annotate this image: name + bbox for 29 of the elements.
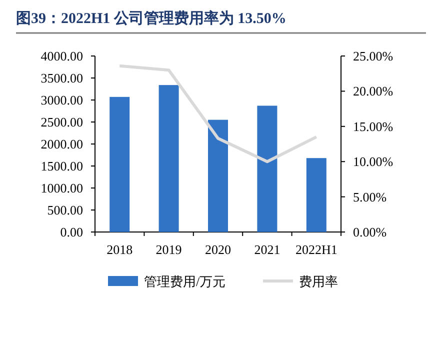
legend-label: 费用率	[299, 274, 338, 289]
y-tick-label: 1500.00	[40, 158, 83, 174]
y-tick-label: 3500.00	[40, 70, 83, 86]
x-tick-label: 2018	[106, 242, 133, 257]
line-series	[118, 64, 318, 164]
x-tick-label: 2021	[254, 242, 280, 257]
x-tick-label: 2022H1	[295, 242, 338, 257]
y2-tick-label: 10.00%	[353, 154, 394, 170]
y2-tick-label: 5.00%	[353, 189, 387, 204]
y2-tick-label: 25.00%	[353, 48, 394, 64]
bar	[208, 120, 228, 232]
bar	[257, 106, 278, 232]
y-tick-label: 2500.00	[40, 114, 83, 130]
y2-tick-label: 15.00%	[353, 118, 394, 134]
y-tick-label: 2000.00	[40, 136, 83, 152]
y2-tick-label: 20.00%	[353, 84, 394, 99]
chart-title: 图39：2022H1 公司管理费用率为 13.50%	[16, 9, 286, 27]
x-tick-label: 2019	[156, 242, 182, 257]
legend-label: 管理费用/万元	[144, 274, 226, 289]
y-tick-label: 4000.00	[40, 48, 83, 64]
y-tick-label: 1000.00	[40, 180, 83, 196]
y-tick-label: 3000.00	[40, 92, 83, 108]
y2-tick-label: 0.00%	[353, 224, 387, 240]
y-tick-label: 0.00	[60, 224, 83, 240]
bar	[306, 158, 326, 232]
y-tick-label: 500.00	[47, 202, 83, 218]
x-tick-label: 2020	[205, 242, 231, 257]
bar	[110, 96, 130, 232]
bar	[158, 85, 179, 232]
